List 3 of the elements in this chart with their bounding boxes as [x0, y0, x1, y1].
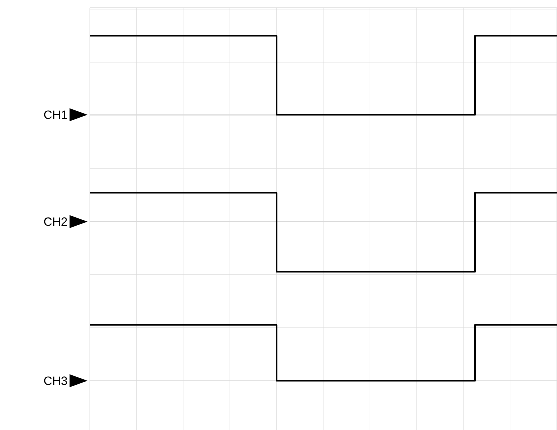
ref-line-label: CH2	[44, 218, 68, 226]
ref-line-label: CH3	[44, 376, 68, 386]
ref-line-label: CH1	[44, 110, 68, 120]
